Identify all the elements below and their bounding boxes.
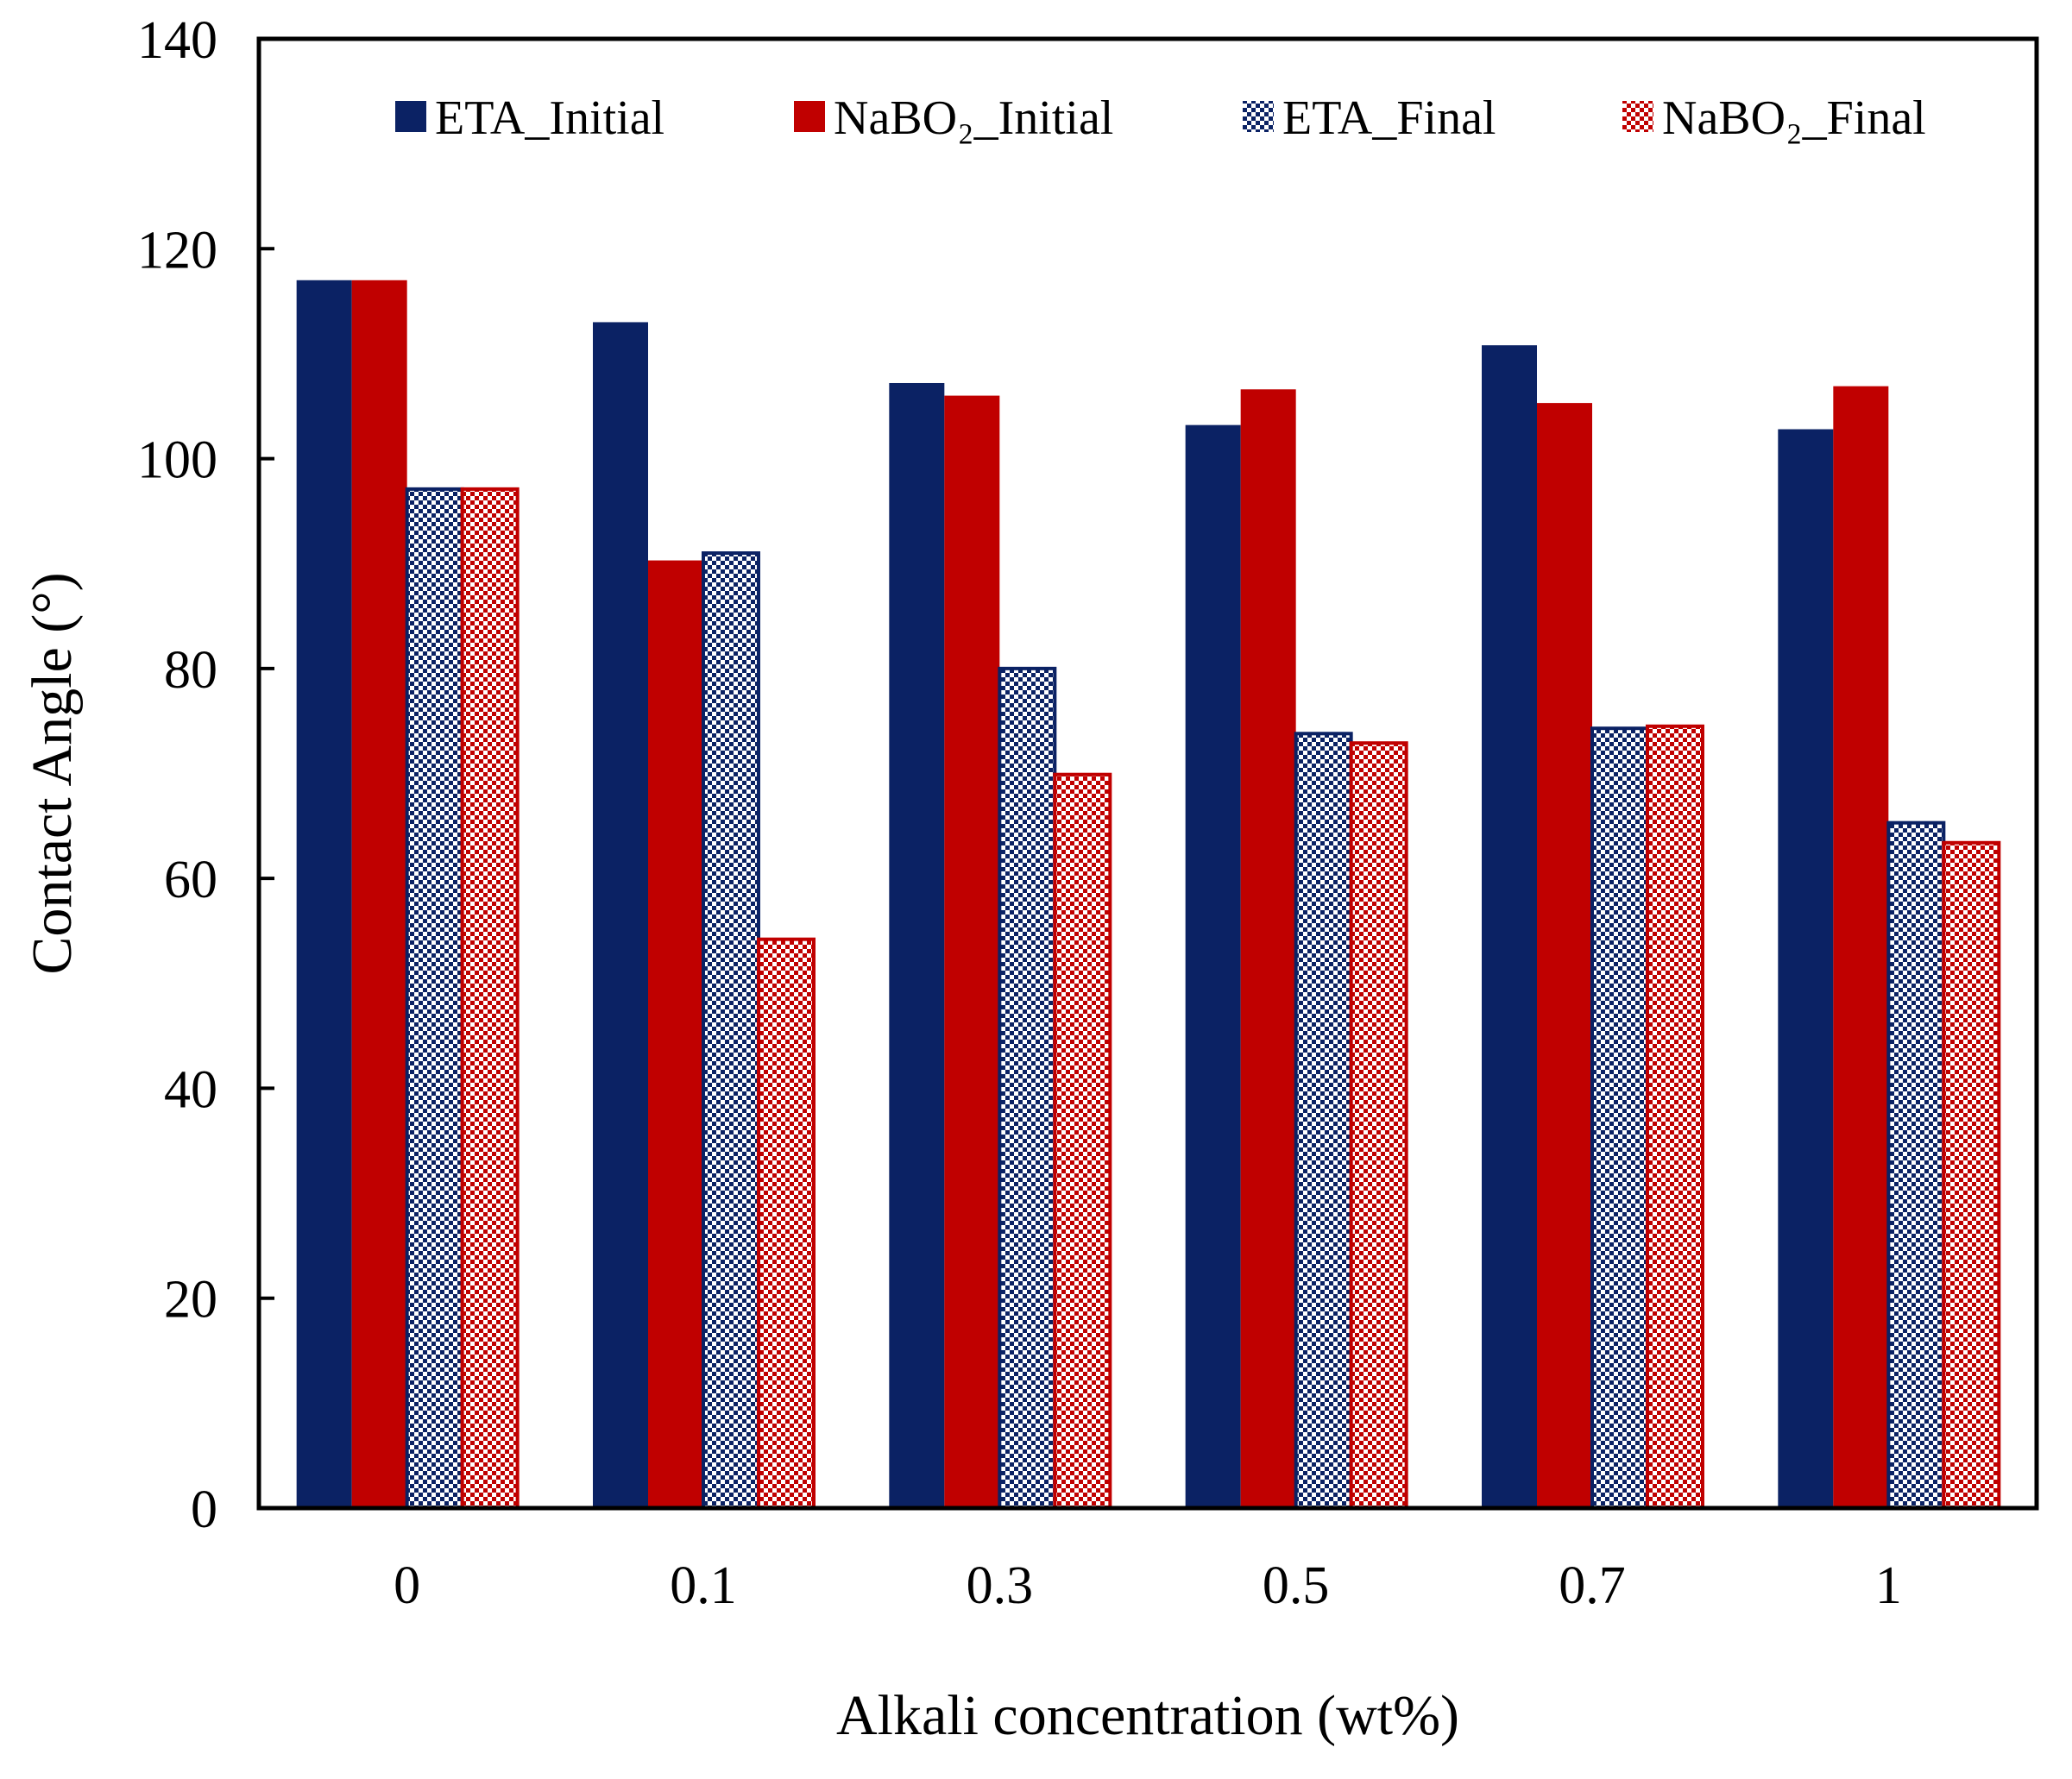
y-tick-label: 60	[164, 851, 217, 909]
x-tick-label: 1	[1875, 1556, 1902, 1615]
bar-eta-initial-0.1	[593, 322, 648, 1509]
bars-layer	[296, 280, 2001, 1510]
x-tick-label: 0.5	[1263, 1556, 1330, 1615]
legend: ETA_Initial NaBO₂_Initial ETA_Final NaBO₂_F…	[395, 91, 1926, 145]
bar-nabo-final-1	[1942, 840, 2001, 1510]
bar-eta-initial-0.3	[889, 382, 945, 1509]
bar-nabo-final-0.7	[1646, 724, 1704, 1510]
y-tick-label: 40	[164, 1060, 217, 1119]
bar-nabo-initial-0.7	[1537, 403, 1592, 1508]
legend-swatch	[1243, 101, 1274, 132]
bar-eta-initial-1	[1778, 429, 1834, 1508]
y-tick-label: 80	[164, 641, 217, 700]
x-tick-label: 0.1	[670, 1556, 737, 1615]
x-tick-label: 0	[394, 1556, 420, 1615]
y-tick-label: 0	[191, 1480, 217, 1539]
y-tick-label: 20	[164, 1271, 217, 1330]
legend-item-nabo-final: NaBO₂_Final	[1622, 91, 1926, 145]
bar-nabo-final-0.5	[1349, 741, 1408, 1510]
legend-label: NaBO₂_Initial	[834, 91, 1113, 145]
bar-nabo-final-0.1	[757, 937, 816, 1510]
legend-label: NaBO₂_Final	[1662, 91, 1926, 145]
y-tick-label: 120	[137, 221, 217, 280]
y-tick-label: 100	[137, 431, 217, 490]
bar-nabo-initial-0.5	[1240, 389, 1296, 1509]
legend-item-eta-initial: ETA_Initial	[395, 91, 664, 145]
bar-eta-final-0.7	[1590, 726, 1649, 1510]
bar-nabo-final-0.3	[1053, 772, 1112, 1510]
legend-item-nabo-initial: NaBO₂_Initial	[794, 91, 1113, 145]
bar-nabo-initial-0.3	[944, 395, 1000, 1509]
legend-label: ETA_Final	[1282, 91, 1496, 145]
x-tick-label: 0.7	[1559, 1556, 1626, 1615]
legend-label: ETA_Initial	[435, 91, 664, 145]
bar-nabo-initial-0	[351, 280, 407, 1508]
bar-nabo-initial-1	[1833, 386, 1889, 1509]
legend-item-eta-final: ETA_Final	[1243, 91, 1496, 145]
bar-eta-final-0.3	[998, 666, 1057, 1510]
bar-eta-final-1	[1886, 820, 1946, 1510]
bar-nabo-final-0	[460, 487, 520, 1510]
plot-frame	[256, 36, 2039, 1511]
legend-swatch	[794, 101, 825, 132]
bar-eta-initial-0	[296, 280, 352, 1508]
bar-eta-final-0	[405, 487, 464, 1510]
bar-eta-initial-0.7	[1482, 345, 1537, 1508]
y-axis-title: Contact Angle (°)	[21, 572, 84, 974]
x-axis-title: Alkali concentration (wt%)	[836, 1684, 1459, 1747]
bar-eta-final-0.5	[1294, 732, 1353, 1510]
axis-layer: 0 20 40 60 80 100 120 140 0 0.1 0.3 0.5 0.7 1	[137, 11, 1902, 1615]
legend-swatch	[395, 101, 426, 132]
bar-nabo-initial-0.1	[648, 560, 703, 1509]
legend-swatch	[1622, 101, 1653, 132]
x-tick-label: 0.3	[967, 1556, 1034, 1615]
bar-eta-final-0.1	[702, 551, 760, 1510]
bar-eta-initial-0.5	[1185, 424, 1241, 1508]
y-tick-label: 140	[137, 11, 217, 70]
